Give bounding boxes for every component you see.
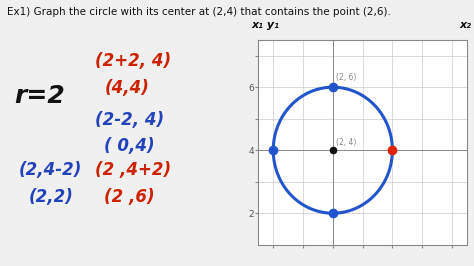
Text: (2 ,4+2): (2 ,4+2) xyxy=(95,161,171,179)
Text: (2, 6): (2, 6) xyxy=(336,73,356,82)
Text: (2,2): (2,2) xyxy=(28,188,73,206)
Text: (2, 4): (2, 4) xyxy=(336,138,356,147)
Text: (2-2, 4): (2-2, 4) xyxy=(95,111,164,129)
Text: ( 0,4): ( 0,4) xyxy=(104,137,155,155)
Text: r=2: r=2 xyxy=(14,84,65,108)
Text: x₂ y₂: x₂ y₂ xyxy=(460,20,474,30)
Text: (4,4): (4,4) xyxy=(104,79,149,97)
Text: Ex1) Graph the circle with its center at (2,4) that contains the point (2,6).: Ex1) Graph the circle with its center at… xyxy=(7,7,391,17)
Text: x₁ y₁: x₁ y₁ xyxy=(251,20,279,30)
Text: (2,4-2): (2,4-2) xyxy=(19,161,82,179)
Text: (2 ,6): (2 ,6) xyxy=(104,188,155,206)
Text: (2+2, 4): (2+2, 4) xyxy=(95,52,171,70)
